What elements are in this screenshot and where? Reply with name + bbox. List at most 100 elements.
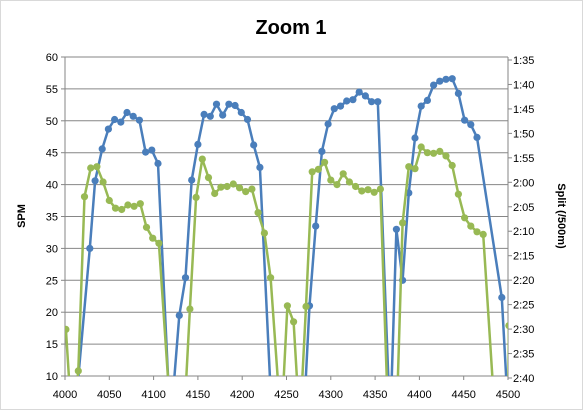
data-point-series-1	[175, 311, 183, 319]
x-tick-label: 4400	[407, 389, 431, 401]
y2-tick-label: 2:00	[513, 177, 534, 189]
data-point-series-2	[399, 219, 407, 227]
y2-tick-label: 2:20	[513, 275, 534, 287]
data-point-series-1	[200, 110, 208, 118]
data-point-series-1	[104, 125, 112, 133]
data-point-series-1	[374, 98, 382, 106]
data-point-series-2	[283, 302, 291, 310]
data-point-series-2	[345, 178, 353, 186]
data-point-series-1	[250, 141, 258, 149]
data-point-series-2	[417, 143, 425, 151]
data-point-series-1	[206, 112, 214, 120]
y2-axis-label: Split (/500m)	[555, 183, 567, 249]
y-tick-labels: 10 15 20 25 30 35 40 45 50 55 60	[46, 52, 58, 383]
data-point-series-2	[290, 318, 298, 326]
data-point-series-2	[376, 185, 384, 193]
data-point-series-2	[242, 188, 250, 196]
data-point-series-1	[129, 112, 137, 120]
gridlines	[65, 56, 508, 345]
data-point-series-1	[336, 102, 345, 110]
data-point-series-2	[204, 174, 213, 182]
x-tick-label: 4050	[97, 389, 121, 401]
data-point-series-1	[430, 81, 438, 89]
y2-tick-label: 2:05	[513, 202, 534, 214]
data-point-series-1	[212, 100, 221, 108]
data-point-series-2	[105, 196, 113, 205]
y-tick-label: 20	[46, 307, 58, 319]
data-point-series-2	[65, 325, 70, 333]
data-point-series-1	[154, 159, 162, 168]
y-tick-label: 55	[46, 84, 58, 96]
data-point-series-1	[86, 244, 94, 252]
data-point-series-2	[192, 193, 200, 201]
data-point-series-2	[149, 234, 157, 242]
series-group	[65, 75, 508, 376]
data-point-series-2	[93, 163, 101, 171]
data-point-series-1	[148, 146, 156, 154]
data-point-series-2	[405, 163, 413, 171]
data-point-series-2	[99, 178, 107, 186]
data-point-series-2	[321, 158, 329, 166]
data-point-series-2	[260, 229, 268, 237]
data-point-series-1	[417, 102, 425, 110]
data-point-series-1	[498, 293, 506, 302]
y2-tick-label: 2:15	[513, 251, 534, 263]
data-point-series-1	[188, 176, 196, 184]
data-point-series-1	[181, 274, 190, 282]
data-point-series-1	[91, 177, 99, 185]
data-point-series-2	[454, 190, 462, 198]
data-point-series-1	[225, 100, 233, 108]
data-point-series-1	[318, 147, 326, 155]
y2-tick-label: 2:40	[513, 373, 534, 385]
data-point-series-1	[392, 225, 400, 233]
data-point-series-1	[330, 105, 338, 113]
data-point-series-1	[343, 97, 351, 105]
chart-title: Zoom 1	[255, 17, 326, 39]
x-tick-labels: 4000 4050 4100 4150 4200 4250 4300 4350 4400 4450…	[53, 389, 520, 401]
data-point-series-2	[186, 305, 194, 313]
data-point-series-1	[117, 118, 125, 126]
y2-tick-label: 2:30	[513, 324, 534, 336]
y2-tick-label: 2:10	[513, 226, 534, 238]
data-point-series-2	[74, 367, 82, 375]
data-point-series-1	[135, 116, 143, 124]
x-tick-label: 4500	[496, 389, 520, 401]
data-point-series-2	[479, 230, 487, 238]
data-point-series-2	[217, 183, 225, 191]
y-tick-label: 15	[46, 339, 58, 351]
y2-tick-label: 1:45	[513, 104, 534, 116]
x-tick-label: 4200	[230, 389, 254, 401]
data-point-series-1	[355, 88, 363, 96]
data-point-series-2	[352, 182, 360, 191]
x-tick-label: 4350	[363, 389, 387, 401]
data-point-series-2	[333, 181, 341, 189]
data-point-series-2	[142, 223, 151, 231]
x-tick-label: 4100	[141, 389, 165, 401]
y-tick-label: 45	[46, 148, 58, 160]
x-tick-label: 4150	[186, 389, 210, 401]
data-point-series-2	[467, 222, 475, 230]
y2-tick-label: 2:35	[513, 349, 534, 361]
data-point-series-2	[370, 188, 378, 196]
data-point-series-1	[461, 116, 469, 124]
data-point-series-1	[98, 145, 106, 153]
data-point-series-2	[314, 165, 322, 173]
data-point-series-2	[80, 193, 89, 201]
data-point-series-2	[327, 176, 335, 184]
data-point-series-2	[87, 164, 95, 172]
data-point-series-2	[423, 149, 431, 157]
x-tick-label: 4450	[451, 389, 475, 401]
data-point-series-1	[324, 120, 332, 128]
data-point-series-1	[436, 77, 444, 85]
data-point-series-1	[312, 222, 320, 230]
data-point-series-1	[467, 121, 475, 129]
data-point-series-1	[473, 133, 481, 141]
y-axis-label: SPM	[16, 204, 28, 228]
data-point-series-2	[267, 274, 275, 282]
data-point-series-1	[442, 75, 450, 83]
data-point-series-2	[461, 214, 469, 222]
data-point-series-2	[198, 155, 206, 163]
y2-tick-label: 1:35	[513, 55, 534, 67]
